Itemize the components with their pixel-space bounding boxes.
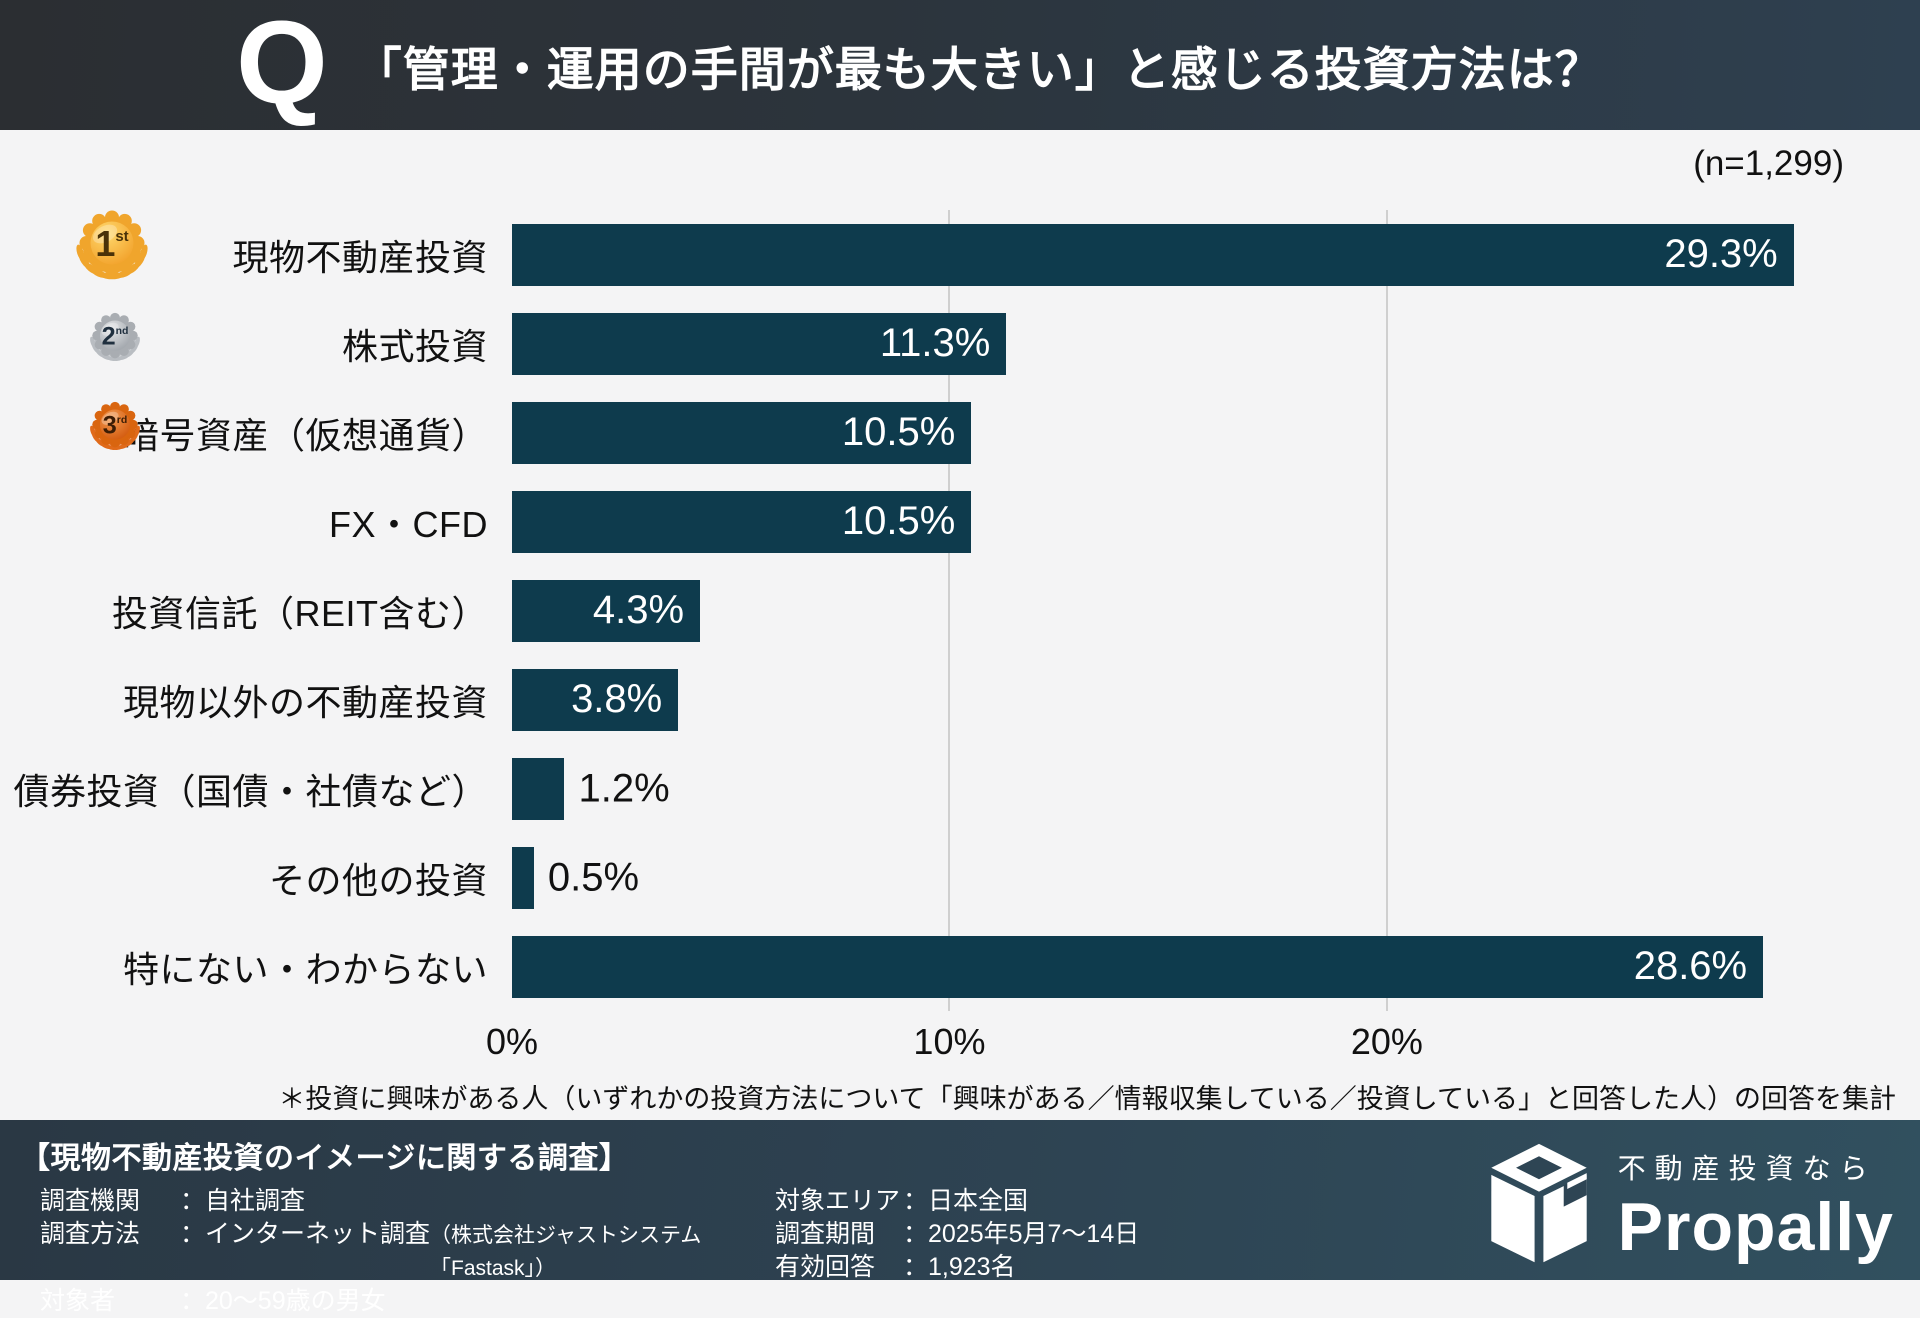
category-label: 暗号資産（仮想通貨） xyxy=(122,414,488,456)
survey-meta-row: 有効回答 ：1,923名 xyxy=(775,1251,1139,1284)
bar: 11.3% xyxy=(512,312,1007,375)
bar: 3.8% xyxy=(512,668,679,731)
bar-value-label: 1.2% xyxy=(578,766,670,810)
category-label: 現物以外の不動産投資 xyxy=(122,681,488,723)
meta-value: ：日本全国 xyxy=(903,1187,1029,1215)
bar-track: 10.5% xyxy=(512,401,1855,464)
category-label: FX・CFD xyxy=(329,503,488,545)
chart-row: 特にない・わからない 28.6% xyxy=(0,922,1920,1011)
bar: 10.5% xyxy=(512,490,972,553)
survey-meta-row: 対象者 ：20〜59歳の男女 xyxy=(40,1285,775,1318)
gridline xyxy=(1385,210,1388,1011)
bar-track: 11.3% xyxy=(512,312,1855,375)
bar-track: 1.2% xyxy=(512,757,1855,820)
svg-text:2nd: 2nd xyxy=(102,322,129,350)
meta-label: 有効回答 xyxy=(775,1253,876,1281)
chart-row: 債券投資（国債・社債など） 1.2% xyxy=(0,744,1920,833)
category-label: 現物不動産投資 xyxy=(232,236,488,278)
silver-medal-2nd-icon: 2nd xyxy=(80,309,150,379)
bar-value-label: 3.8% xyxy=(571,677,663,721)
page-title: 「管理・運用の手間が最も大きい」と感じる投資方法は？ xyxy=(354,42,1603,96)
bar-value-label: 0.5% xyxy=(547,855,640,899)
bronze-medal-3rd-icon: 3rd xyxy=(80,398,150,468)
logo-brand: Propally xyxy=(1617,1189,1894,1265)
chart-row: 現物以外の不動産投資 3.8% xyxy=(0,655,1920,744)
gold-medal-1st-icon: 1st xyxy=(62,205,162,305)
survey-meta-row: 対象エリア ：日本全国 xyxy=(775,1185,1139,1218)
category-label: その他の投資 xyxy=(268,859,488,901)
gridline xyxy=(948,210,951,1011)
sample-size-label: (n=1,299) xyxy=(1693,144,1844,183)
survey-title: 【現物不動産投資のイメージに関する調査】 xyxy=(20,1142,630,1175)
bar-track: 4.3% xyxy=(512,579,1855,642)
propally-box-icon xyxy=(1490,1143,1587,1263)
meta-note: （株式会社ジャストシステム「Fastask」） xyxy=(430,1224,702,1280)
category-label: 債券投資（国債・社債など） xyxy=(13,770,488,812)
bar-track: 29.3% xyxy=(512,223,1855,286)
axis-tick-label: 0% xyxy=(485,1021,539,1062)
bar: 10.5% xyxy=(512,401,972,464)
chart-footnote: ＊投資に興味がある人（いずれかの投資方法について「興味がある／情報収集している／… xyxy=(278,1084,1896,1114)
logo-tagline: 不動産投資なら xyxy=(1617,1153,1877,1184)
category-label: 株式投資 xyxy=(341,325,488,367)
bar-chart: 1st 現物不動産投資 29.3% 2nd 株式投資 11.3% 3rd 暗号資… xyxy=(0,210,1920,1063)
propally-logo-text: 不動産投資なら Propally xyxy=(1618,1147,1894,1261)
axis-tick-label: 10% xyxy=(913,1021,986,1062)
meta-label: 調査期間 xyxy=(775,1220,876,1248)
bar-value-label: 10.5% xyxy=(841,410,956,454)
bar xyxy=(512,757,565,820)
bar-value-label: 29.3% xyxy=(1664,232,1778,276)
grid-layer xyxy=(512,210,1855,1011)
bar-value-label: 10.5% xyxy=(841,499,956,543)
category-label: 投資信託（REIT含む） xyxy=(111,592,488,634)
bar-value-label: 11.3% xyxy=(879,321,991,365)
meta-label: 調査機関 xyxy=(40,1187,141,1215)
survey-meta-row: 調査機関 ：自社調査 xyxy=(40,1185,775,1218)
survey-meta-right: 対象エリア ：日本全国 調査期間 ：2025年5月7〜14日 有効回答 ：1,923名 xyxy=(775,1185,1139,1318)
bar-track: 10.5% xyxy=(512,490,1855,553)
survey-meta-row: 調査期間 ：2025年5月7〜14日 xyxy=(775,1218,1139,1251)
propally-logo: 不動産投資なら Propally xyxy=(1486,1140,1894,1268)
meta-label: 対象エリア xyxy=(775,1187,901,1215)
meta-label: 対象者 xyxy=(40,1287,116,1315)
chart: (n=1,299) 1st 現物不動産投資 29.3% 2nd 株式投資 11.… xyxy=(0,144,1920,1116)
chart-row: 2nd 株式投資 11.3% xyxy=(0,299,1920,388)
chart-row: FX・CFD 10.5% xyxy=(0,477,1920,566)
meta-label: 調査方法 xyxy=(40,1220,141,1248)
chart-row: 投資信託（REIT含む） 4.3% xyxy=(0,566,1920,655)
meta-value: ：1,923名 xyxy=(903,1253,1016,1281)
bar: 4.3% xyxy=(512,579,701,642)
bar-track: 0.5% xyxy=(512,846,1855,909)
bar-rows: 1st 現物不動産投資 29.3% 2nd 株式投資 11.3% 3rd 暗号資… xyxy=(0,210,1920,1011)
header: Q 「管理・運用の手間が最も大きい」と感じる投資方法は？ xyxy=(0,0,1920,130)
meta-value: ：20〜59歳の男女 xyxy=(180,1287,386,1315)
category-label: 特にない・わからない xyxy=(122,948,488,990)
x-axis: 0% 10% 20% xyxy=(486,1011,1855,1063)
footer: 【現物不動産投資のイメージに関する調査】 調査機関 ：自社調査調査方法 ：インターネ… xyxy=(0,1120,1920,1315)
meta-value: ：自社調査 xyxy=(180,1187,306,1215)
survey-meta-row: 調査方法 ：インターネット調査 （株式会社ジャストシステム「Fastask」） xyxy=(40,1218,775,1285)
meta-value: ：インターネット調査 xyxy=(180,1220,431,1248)
bar: 28.6% xyxy=(512,935,1764,998)
bar-value-label: 4.3% xyxy=(592,588,685,632)
chart-row: その他の投資 0.5% xyxy=(0,833,1920,922)
meta-value: ：2025年5月7〜14日 xyxy=(903,1220,1140,1248)
chart-row: 3rd 暗号資産（仮想通貨） 10.5% xyxy=(0,388,1920,477)
bar-value-label: 28.6% xyxy=(1633,944,1748,988)
axis-tick-label: 20% xyxy=(1350,1021,1423,1062)
q-mark: Q xyxy=(236,0,328,129)
bar: 29.3% xyxy=(512,223,1794,286)
bar-track: 28.6% xyxy=(512,935,1855,998)
bar xyxy=(512,846,534,909)
survey-meta-left: 調査機関 ：自社調査調査方法 ：インターネット調査 （株式会社ジャストシステム「Fas… xyxy=(40,1185,775,1318)
chart-row: 1st 現物不動産投資 29.3% xyxy=(0,210,1920,299)
bar-track: 3.8% xyxy=(512,668,1855,731)
